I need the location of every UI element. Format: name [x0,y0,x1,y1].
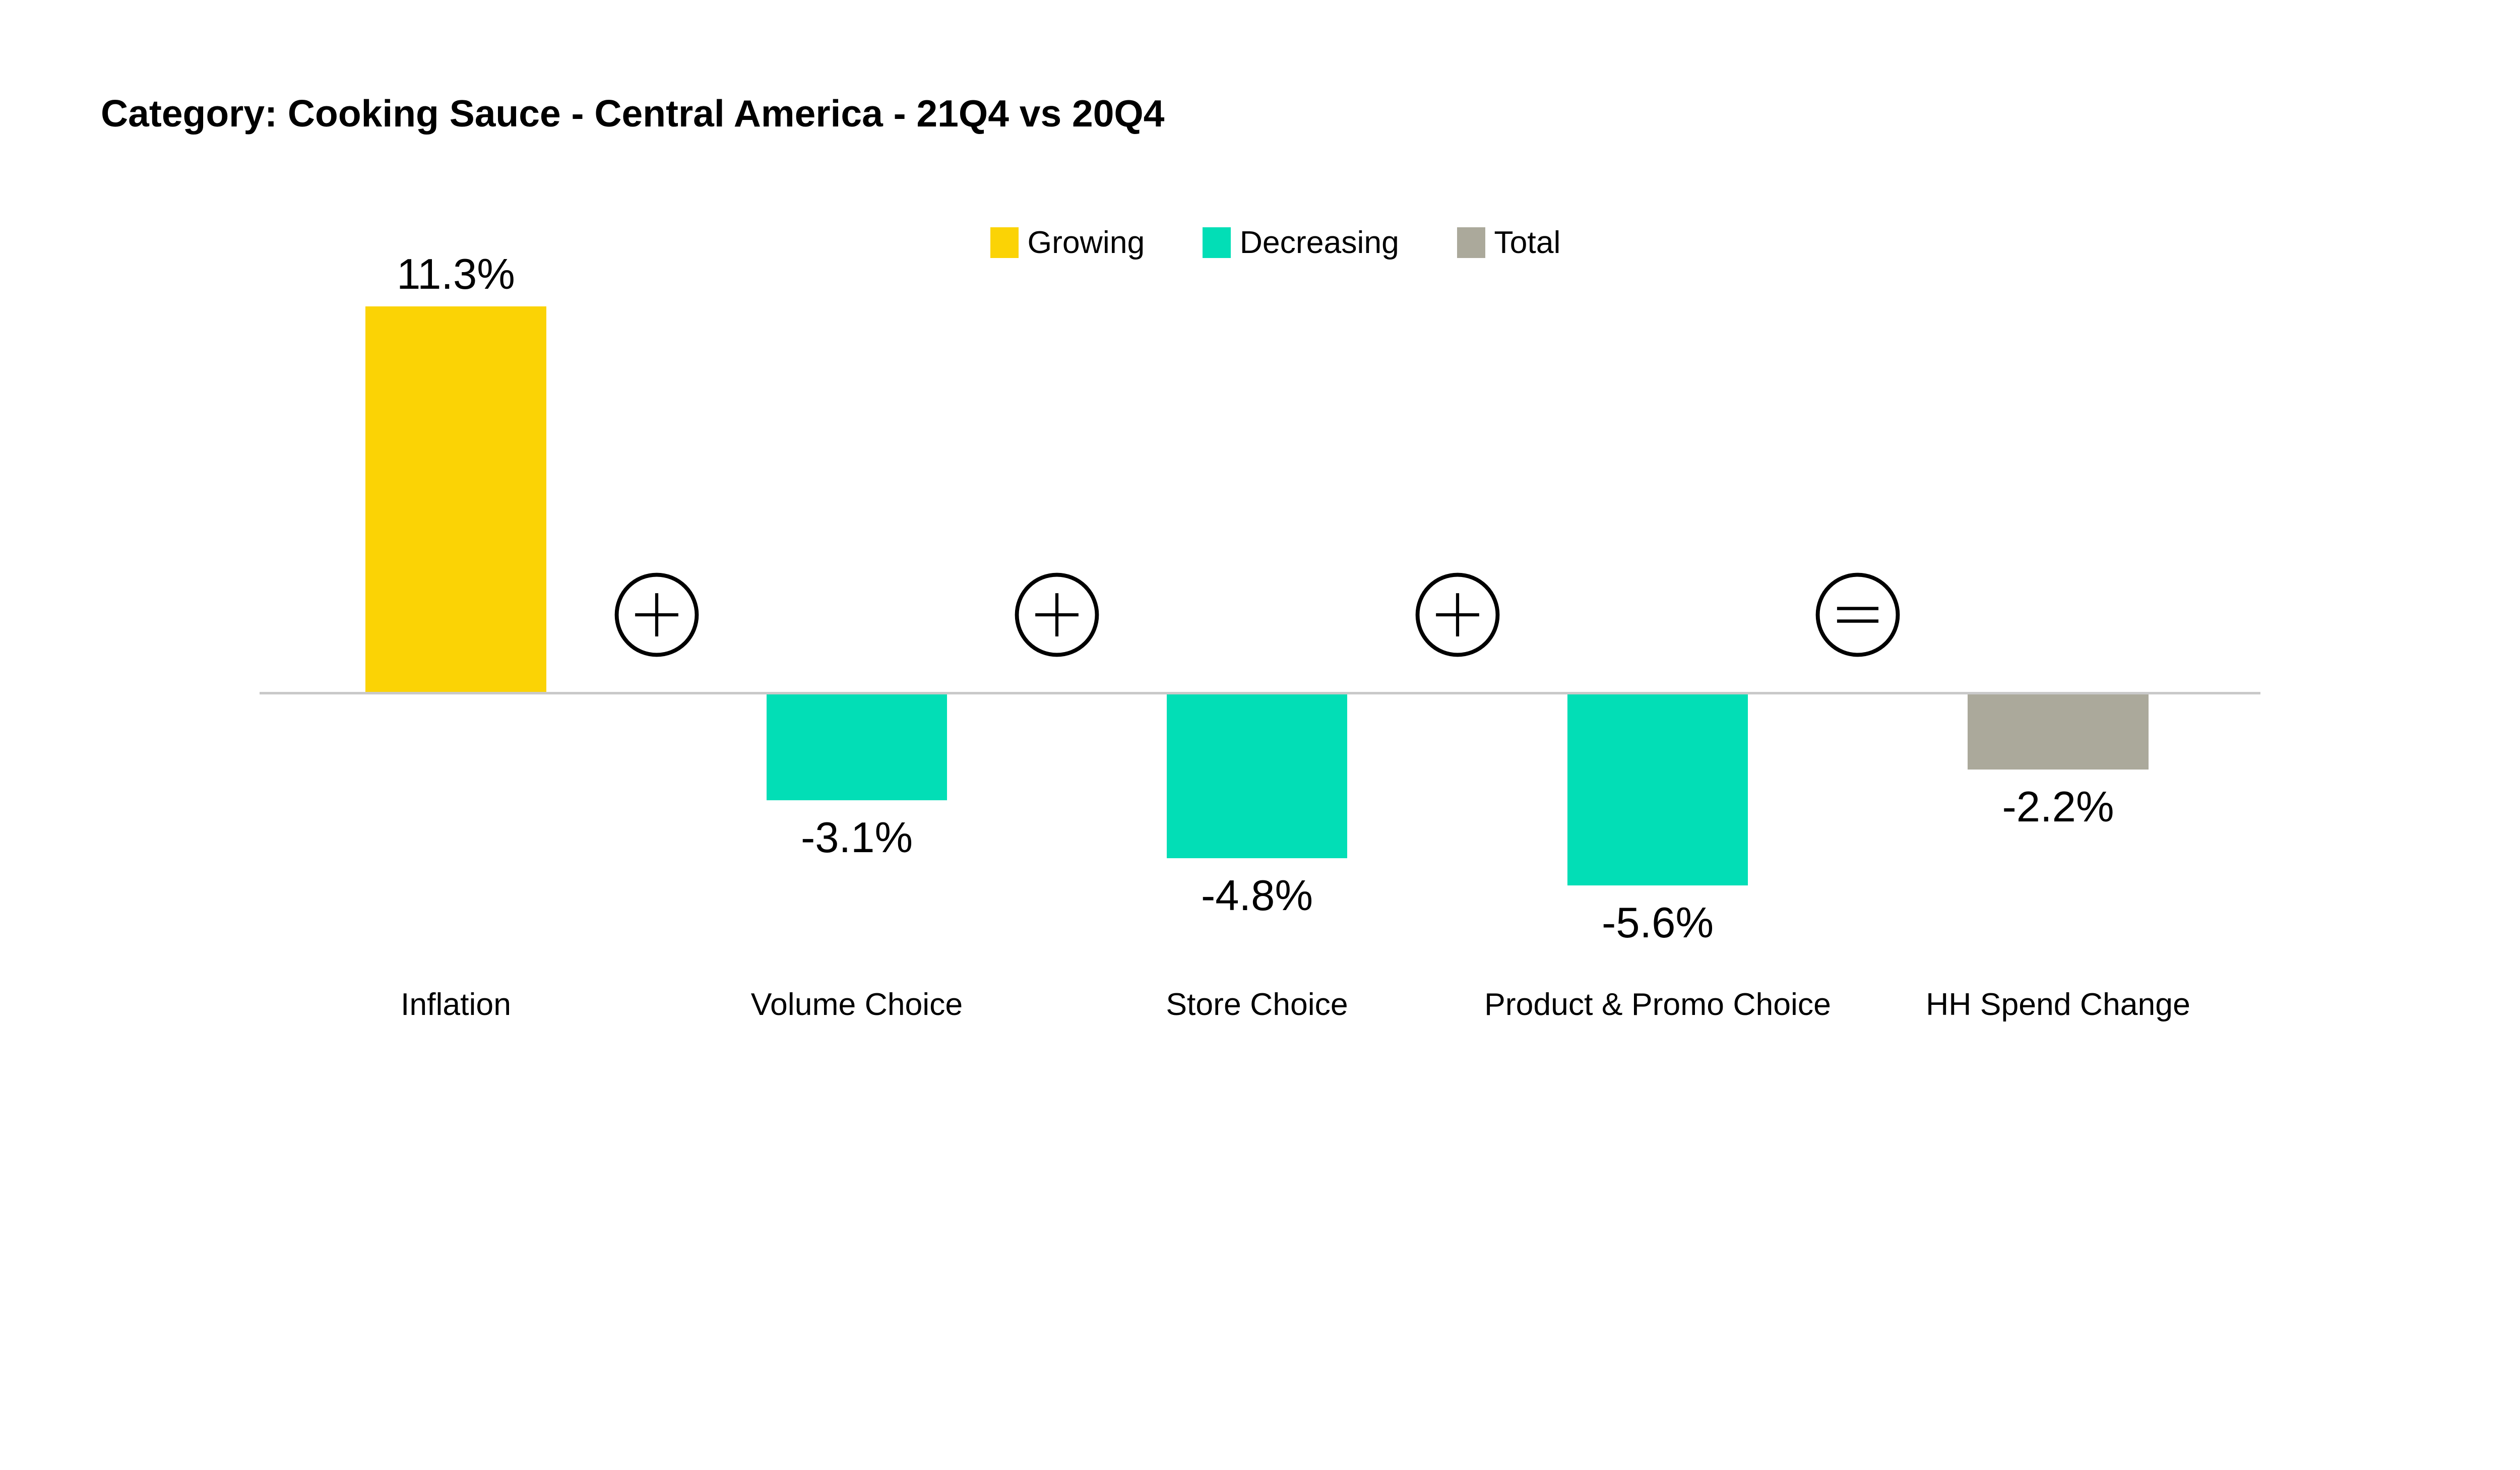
legend-swatch-total [1457,227,1485,259]
value-label-hh-spend-change: -2.2% [2002,783,2114,831]
bar-product-promo-choice [1567,694,1748,886]
axis-baseline [260,692,2260,695]
legend-swatch-growing [990,227,1019,259]
value-label-volume-choice: -3.1% [800,813,913,862]
bar-inflation [365,306,546,692]
operator-plus-3 [1412,570,1502,660]
chart-canvas: Category: Cooking Sauce - Central Americ… [101,92,2260,1022]
equals-circle-icon [1815,572,1900,657]
plus-circle-icon [614,572,699,657]
chart-title: Category: Cooking Sauce - Central Americ… [101,92,1165,135]
category-label-volume-choice: Volume Choice [750,987,963,1022]
category-label-store-choice: Store Choice [1166,987,1348,1022]
operator-equals-4 [1813,570,1903,660]
category-label-product-promo-choice: Product & Promo Choice [1484,987,1831,1022]
legend-swatch-decreasing [1203,227,1231,259]
bar-hh-spend-change [1968,694,2149,770]
category-label-inflation: Inflation [401,987,511,1022]
value-label-store-choice: -4.8% [1201,871,1313,920]
legend-label-growing: Growing [1027,225,1145,261]
plot-area: 11.3% Inflation -3.1% Volume Choice -4.8% Sto… [260,250,2260,1022]
value-label-inflation: 11.3% [397,250,515,298]
legend-label-total: Total [1494,225,1561,261]
plus-circle-icon [1015,572,1099,657]
legend-item-total: Total [1457,225,1561,261]
legend: Growing Decreasing Total [990,227,1560,259]
legend-item-growing: Growing [990,227,1145,259]
legend-item-decreasing: Decreasing [1203,227,1399,259]
legend-label-decreasing: Decreasing [1239,225,1399,261]
operator-plus-1 [611,570,702,660]
category-label-hh-spend-change: HH Spend Change [1926,987,2190,1022]
bar-store-choice [1166,694,1348,859]
bar-volume-choice [766,694,948,801]
value-label-product-promo-choice: -5.6% [1601,899,1714,947]
plus-circle-icon [1415,572,1499,657]
operator-plus-2 [1012,570,1102,660]
